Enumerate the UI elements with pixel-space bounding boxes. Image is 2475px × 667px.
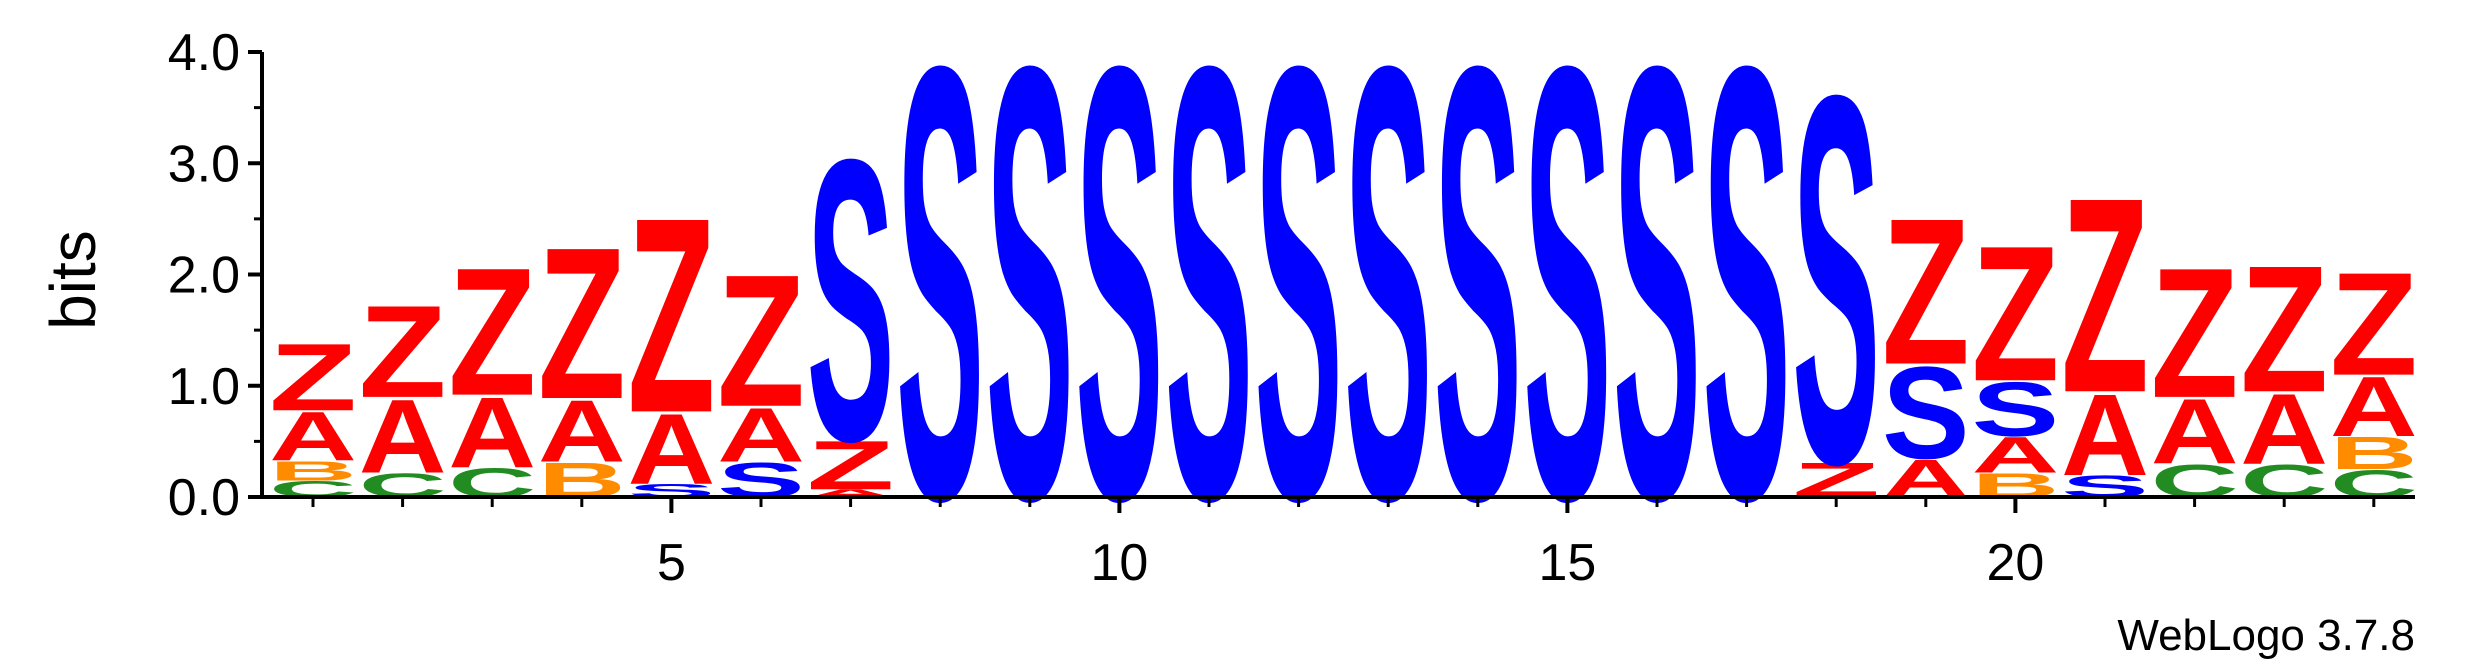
logo-glyph-a-pos-20: A [1972,427,2060,484]
logo-glyph-a-pos-23: A [2240,373,2328,486]
logo-glyph-z-pos-20: Z [1972,207,2060,423]
logo-glyph-s-pos-7: S [807,76,895,525]
logo-glyph-s-pos-8: S [896,0,984,628]
x-tick-label: 5 [657,534,686,592]
logo-glyph-s-pos-12: S [1255,0,1343,628]
y-tick-label: 1.0 [168,358,240,416]
y-ticks: 0.0 1.0 2.0 3.0 4.0 [168,24,262,527]
logo-glyph-z-pos-23: Z [2240,227,2328,430]
logo-glyph-s-pos-20: S [1972,366,2060,453]
y-tick-label: 4.0 [168,24,240,82]
logo-glyph-a-pos-21: A [2061,370,2149,500]
logo-glyph-s-pos-11: S [1165,0,1253,628]
x-tick-label: 10 [1090,534,1148,592]
logo-glyph-z-pos-2: Z [359,279,447,426]
y-tick-label: 2.0 [168,247,240,305]
logo-glyph-z-pos-5: Z [628,160,716,470]
logo-glyph-z-pos-6: Z [717,235,805,446]
logo-glyph-z-pos-3: Z [448,229,536,433]
logo-glyph-s-pos-9: S [986,0,1074,628]
logo-glyph-z-pos-22: Z [2151,230,2239,437]
logo-glyph-z-pos-21: Z [2061,140,2149,450]
y-axis-label: bits [37,230,109,330]
logo-glyph-a-pos-5: A [628,393,716,506]
logo-glyph-a-pos-6: A [717,392,805,478]
logo-glyph-a-pos-3: A [448,376,536,489]
logo-glyph-a-pos-22: A [2151,380,2239,484]
logo-glyph-s-pos-19: S [1882,339,1970,486]
logo-glyph-z-pos-4: Z [538,202,626,443]
logo-glyph-s-pos-13: S [1344,0,1432,628]
logo-glyph-s-pos-10: S [1076,0,1164,628]
logo-glyph-z-pos-24: Z [2330,241,2418,406]
logo-glyph-a-pos-1: A [269,397,357,475]
logo-glyph-s-pos-16: S [1613,0,1701,628]
logo-glyph-s-pos-15: S [1524,0,1612,628]
logo-glyph-z-pos-1: Z [269,323,357,430]
x-tick-label: 15 [1538,534,1596,592]
logo-glyph-b-pos-24: B [2330,428,2418,479]
y-tick-label: 0.0 [168,469,240,527]
x-tick-label: 20 [1986,534,2044,592]
logo-glyph-z-pos-19: Z [1882,175,1970,408]
logo-glyph-s-pos-14: S [1434,0,1522,628]
logo-glyph-a-pos-24: A [2330,360,2418,455]
y-tick-label: 3.0 [168,135,240,193]
logo-glyph-a-pos-2: A [359,378,447,495]
logo-glyph-z-pos-7: Z [807,426,895,504]
logo-glyph-a-pos-4: A [538,383,626,481]
x-ticks: 5 10 15 20 [311,497,2376,592]
logo-glyph-s-pos-17: S [1703,0,1791,628]
credit-label: WebLogo 3.7.8 [2117,611,2415,660]
logo-glyph-b-pos-1: B [269,455,357,486]
logo-glyph-s-pos-18: S [1792,0,1880,574]
